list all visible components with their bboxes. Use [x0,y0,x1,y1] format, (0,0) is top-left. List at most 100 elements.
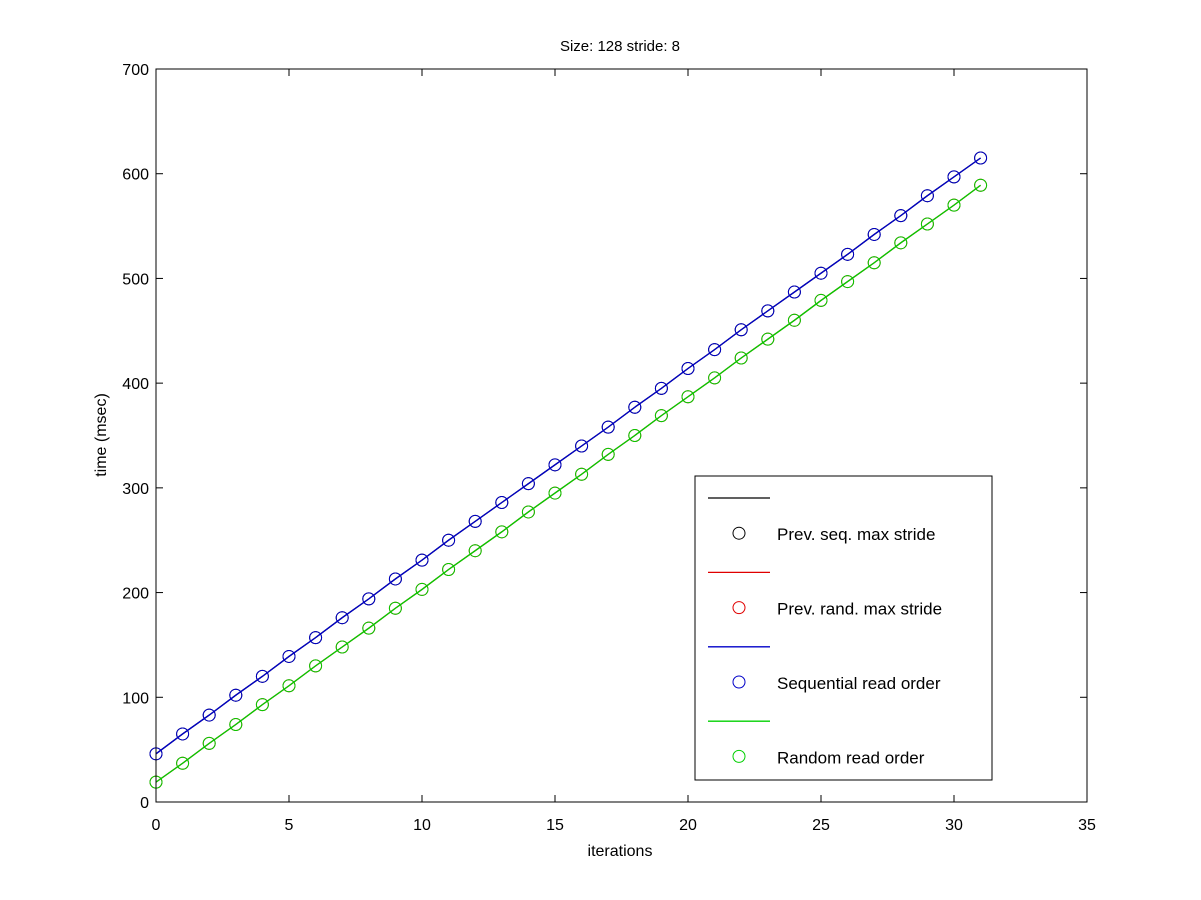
data-point [708,343,722,357]
x-tick-label: 25 [812,817,830,834]
data-point [894,209,908,223]
data-point [681,361,695,375]
data-point [309,659,323,673]
x-tick-label: 35 [1078,817,1096,834]
x-tick-label: 15 [546,817,564,834]
data-point [362,592,376,606]
data-point [761,304,775,318]
data-point [388,601,402,615]
legend-marker-swatch [732,749,746,763]
data-point [761,332,775,346]
y-tick-label: 400 [122,376,149,393]
data-point [362,621,376,635]
plot-area [149,151,988,789]
x-tick-label: 10 [413,817,431,834]
y-tick-label: 200 [122,586,149,603]
y-tick-label: 600 [122,167,149,184]
data-point [176,727,190,741]
data-point [255,669,269,683]
y-tick-label: 100 [122,690,149,707]
x-tick-label: 20 [679,817,697,834]
data-point [202,708,216,722]
data-point [601,420,615,434]
y-tick-label: 500 [122,271,149,288]
data-point [920,217,934,231]
data-point [309,631,323,645]
data-point [601,447,615,461]
axes-box [155,68,1088,803]
legend-entry: Random read order [732,748,925,767]
series-2 [149,151,988,761]
legend-marker-swatch [732,675,746,689]
data-point [708,371,722,385]
data-point [548,458,562,472]
data-point [867,256,881,270]
y-tick-label: 700 [122,62,149,79]
data-point [974,151,988,165]
data-point [920,189,934,203]
data-point [521,505,535,519]
legend-entry: Prev. seq. max stride [732,525,935,544]
x-tick-label: 0 [152,817,161,834]
x-tick-label: 5 [285,817,294,834]
data-point [867,227,881,241]
data-point [548,486,562,500]
data-point [628,429,642,442]
x-tick-label: 30 [945,817,963,834]
data-point [521,477,535,491]
data-point [787,285,801,299]
data-point [894,236,908,250]
legend-label: Prev. seq. max stride [777,525,935,544]
legend-box [694,475,993,781]
data-point [176,756,190,770]
data-point [814,266,828,280]
data-point [468,544,482,558]
data-point [229,718,243,732]
data-point [841,275,855,289]
data-point [282,679,296,693]
y-tick-label: 300 [122,481,149,498]
legend-marker-swatch [732,601,746,615]
legend-label: Prev. rand. max stride [777,600,942,619]
data-point [681,390,695,404]
y-axis: 0 100 200 300 400 500 600 700 [122,62,1087,812]
data-point [415,553,429,567]
legend: Prev. seq. max stride Prev. rand. max str… [694,475,993,781]
data-point [282,649,296,663]
data-point [734,323,748,337]
series-3 [149,178,988,789]
data-point [229,688,243,702]
legend-label: Sequential read order [777,674,941,693]
legend-entry: Prev. rand. max stride [732,600,942,619]
data-point [495,496,509,510]
data-point [575,439,589,453]
legend-entry: Sequential read order [732,674,941,693]
data-point [255,698,269,712]
data-point [974,178,988,192]
data-point [787,313,801,327]
series-line [155,157,981,755]
legend-label: Random read order [777,748,925,767]
data-point [654,381,668,395]
data-point [442,533,456,547]
data-point [628,400,642,414]
chart-title: Size: 128 stride: 8 [560,38,680,55]
data-point [202,736,216,750]
x-axis-label: iterations [588,843,653,860]
data-point [947,198,961,212]
data-point [335,640,349,654]
data-point [654,409,668,423]
data-point [442,563,456,577]
data-point [575,467,589,481]
data-point [335,611,349,625]
data-point [841,247,855,261]
y-tick-label: 0 [140,795,149,812]
data-point [947,170,961,184]
x-axis: 0 5 10 15 20 25 30 35 [152,69,1096,834]
legend-marker-swatch [732,526,746,540]
legend-entries: Prev. seq. max stride Prev. rand. max str… [708,497,942,767]
data-point [468,514,482,528]
data-point [415,582,429,596]
data-point [734,351,748,365]
